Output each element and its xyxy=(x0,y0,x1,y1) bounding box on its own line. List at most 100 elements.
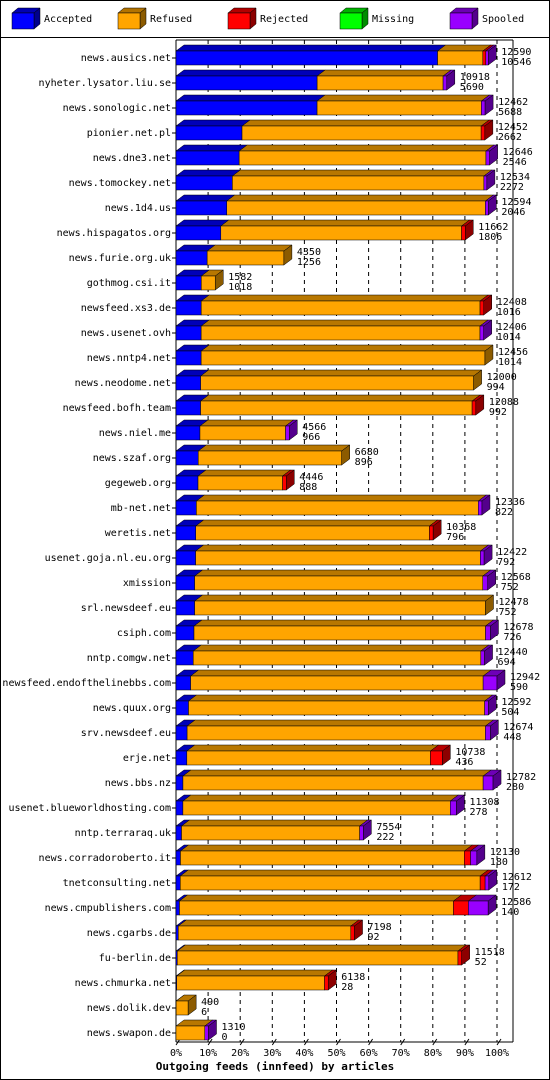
bar-top xyxy=(175,219,230,227)
bar-segment xyxy=(200,275,216,291)
bar-segment xyxy=(226,200,486,216)
bar-side xyxy=(484,344,494,366)
bar-segment xyxy=(485,200,489,216)
bar-side xyxy=(327,969,337,991)
bar-segment xyxy=(479,875,486,891)
accepted-label: 180 xyxy=(490,857,508,868)
accepted-label: 1806 xyxy=(478,232,502,243)
bar-segment xyxy=(175,125,243,141)
total-label: 7198 xyxy=(368,922,392,933)
bar-segment xyxy=(485,150,490,166)
bar-side xyxy=(487,894,497,916)
y-tick-label: erje.net xyxy=(123,753,171,764)
bar-side xyxy=(483,544,493,566)
bar-segment xyxy=(181,825,360,841)
bar-segment xyxy=(180,850,465,866)
bar-segment xyxy=(479,325,484,341)
y-tick-label: news.furie.org.uk xyxy=(69,253,171,264)
bar-side xyxy=(488,194,497,216)
bar-side xyxy=(476,844,486,866)
bar-side xyxy=(486,169,496,191)
bar-top xyxy=(179,844,474,852)
bar-segment xyxy=(200,400,473,416)
accepted-label: 2046 xyxy=(501,207,525,218)
bar-segment xyxy=(450,800,457,816)
x-tick-label: 100% xyxy=(485,1048,509,1059)
bar-side xyxy=(490,619,499,641)
accepted-label: 2272 xyxy=(500,182,524,193)
bar-top xyxy=(178,894,463,902)
bar-side xyxy=(484,119,494,141)
x-tick xyxy=(464,1038,470,1046)
accepted-label: 280 xyxy=(506,782,524,793)
y-tick-label: nntp.comgw.net xyxy=(87,653,171,664)
bar-segment xyxy=(175,600,195,616)
bar-top xyxy=(180,819,369,827)
legend-label: Refused xyxy=(150,14,192,25)
accepted-label: 504 xyxy=(501,707,519,718)
bar-top xyxy=(193,619,495,627)
total-label: 12440 xyxy=(498,647,528,658)
y-tick-label: news.dolik.dev xyxy=(87,1003,171,1014)
bar-segment xyxy=(485,725,491,741)
y-tick-label: news.quux.org xyxy=(93,703,171,714)
bar-segment xyxy=(200,325,481,341)
bar-top xyxy=(175,94,326,102)
bar-segment xyxy=(199,425,286,441)
bar-top xyxy=(175,169,242,177)
bar-segment xyxy=(484,875,490,891)
bar-top xyxy=(194,519,439,527)
total-label: 12534 xyxy=(500,172,530,183)
total-label: 6680 xyxy=(355,447,379,458)
bar-segment xyxy=(461,225,466,241)
total-label: 12612 xyxy=(502,872,532,883)
total-label: 12452 xyxy=(498,122,528,133)
x-tick-label: 20% xyxy=(231,1048,249,1059)
bar-segment xyxy=(482,675,498,691)
total-label: 12336 xyxy=(495,497,525,508)
bar-segment xyxy=(194,575,484,591)
bar-side xyxy=(187,994,197,1016)
accepted-label: 752 xyxy=(501,582,519,593)
bar-segment xyxy=(177,950,459,966)
bar-segment xyxy=(180,875,481,891)
bar-segment xyxy=(282,475,287,491)
y-tick-label: newsfeed.xs3.de xyxy=(81,303,171,314)
bar-side xyxy=(489,144,498,166)
bar-side xyxy=(283,244,293,266)
bar-segment xyxy=(178,925,352,941)
bar-segment xyxy=(175,150,240,166)
bar-side xyxy=(442,744,451,766)
bar-side xyxy=(487,569,496,591)
bar-side xyxy=(481,494,491,516)
bar-segment xyxy=(175,475,199,491)
bar-top xyxy=(195,494,487,502)
total-label: 10918 xyxy=(460,72,490,83)
total-label: 12678 xyxy=(503,622,533,633)
y-tick-label: news.cmpublishers.com xyxy=(45,903,171,914)
bar-side xyxy=(490,719,499,741)
bar-top xyxy=(192,644,490,652)
bar-side xyxy=(484,644,493,666)
total-label: 4446 xyxy=(299,472,323,483)
total-label: 12000 xyxy=(487,372,517,383)
y-tick-label: news.chmurka.net xyxy=(75,978,171,989)
bar-segment xyxy=(437,50,484,66)
bar-segment xyxy=(175,200,227,216)
total-label: 1582 xyxy=(228,272,252,283)
bars xyxy=(175,44,506,1041)
total-label: 6138 xyxy=(341,972,365,983)
bar-segment xyxy=(175,450,199,466)
bar-segment xyxy=(468,900,489,916)
bar-top xyxy=(436,44,492,52)
bar-segment xyxy=(480,550,485,566)
total-label: 11308 xyxy=(469,797,499,808)
bar-side xyxy=(289,419,298,441)
bar-side xyxy=(214,269,224,291)
bar-segment xyxy=(485,50,489,66)
legend-label: Rejected xyxy=(260,14,308,25)
bar-segment xyxy=(175,1000,189,1016)
bar-segment xyxy=(186,750,431,766)
bar-segment xyxy=(483,175,488,191)
